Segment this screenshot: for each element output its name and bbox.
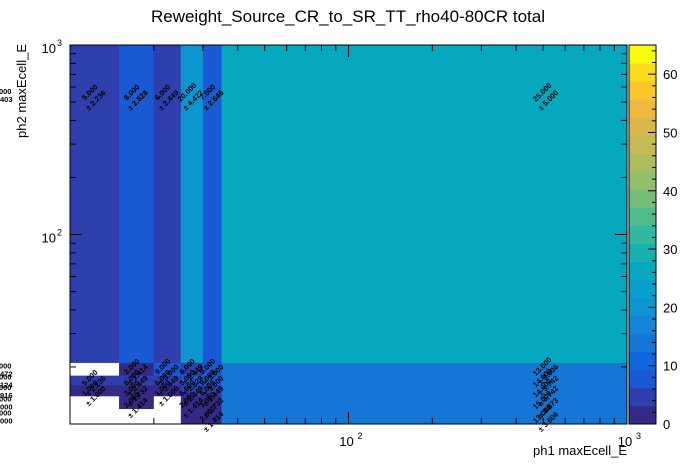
x-tick-label: 10 xyxy=(339,434,353,449)
y-axis-label: ph2 maxEcell_E xyxy=(14,44,29,138)
heatmap-cell xyxy=(221,408,628,425)
heatmap-cell xyxy=(119,375,155,386)
colorbar-segment xyxy=(629,171,656,190)
colorbar-frame xyxy=(628,44,657,425)
heatmap-cell xyxy=(180,45,204,364)
heatmap-cell xyxy=(119,385,155,397)
colorbar-tick-label: 60 xyxy=(663,67,677,82)
cell-value-label: 41.000 xyxy=(0,87,11,96)
colorbar-segment xyxy=(629,333,656,353)
heatmap-cell xyxy=(153,385,182,397)
y-tick-exponent: 3 xyxy=(57,38,62,48)
colorbar-segment xyxy=(629,207,656,226)
cell-value-label: 20.000 xyxy=(0,361,11,370)
colorbar-tick-label: 20 xyxy=(663,300,677,315)
colorbar-segment xyxy=(629,45,656,64)
colorbar-segment xyxy=(629,189,656,208)
colorbar-segment xyxy=(629,117,656,136)
heatmap-cell xyxy=(221,362,628,377)
colorbar-segment xyxy=(629,297,656,317)
heatmap-cell xyxy=(70,375,120,386)
colorbar-tick-label: 30 xyxy=(663,242,677,257)
heatmap-cell xyxy=(202,408,223,425)
heatmap-cells xyxy=(70,45,628,425)
colorbar-segment xyxy=(629,387,656,407)
cell-error-label: ± 5.000 xyxy=(0,416,12,425)
colorbar-segment xyxy=(629,369,656,389)
chart-title: Reweight_Source_CR_to_SR_TT_rho40-80CR t… xyxy=(151,7,545,26)
heatmap-cell xyxy=(180,408,204,425)
cell-error-label: ± 4.472 xyxy=(0,369,12,378)
colorbar-segment xyxy=(629,351,656,371)
y-tick-label: 10 xyxy=(42,41,56,56)
heatmap-cell xyxy=(119,408,155,425)
x-tick-exponent: 3 xyxy=(636,431,641,441)
x-tick-exponent: 2 xyxy=(358,431,363,441)
heatmap-cell xyxy=(221,375,628,386)
colorbar-segment xyxy=(629,405,656,425)
heatmap-cell xyxy=(202,396,223,410)
colorbar-segment xyxy=(629,225,656,245)
colorbar-tick-label: 40 xyxy=(663,184,677,199)
heatmap-cell xyxy=(119,362,155,377)
heatmap-cell xyxy=(70,362,120,377)
axes: 10 2 10 310 210 3 xyxy=(42,38,641,449)
cell-error-label: ± 5.916 xyxy=(0,391,12,400)
colorbar-segment xyxy=(629,261,656,281)
y-tick-label: 10 xyxy=(42,231,56,246)
cell-value-label: 25.000 xyxy=(0,395,11,404)
heatmap-cell xyxy=(70,45,120,364)
colorbar-segment xyxy=(629,315,656,335)
colorbar-segment xyxy=(629,279,656,299)
heatmap-cell xyxy=(221,385,628,397)
heatmap-cell xyxy=(202,362,223,377)
heatmap-cell xyxy=(70,408,120,425)
colorbar-segment xyxy=(629,153,656,172)
heatmap-cell xyxy=(70,385,120,397)
heatmap-cell xyxy=(180,385,204,397)
heatmap-cell xyxy=(180,375,204,386)
cell-value-label: 25.000 xyxy=(0,408,11,417)
heatmap-cell xyxy=(221,396,628,410)
colorbar-tick-label: 0 xyxy=(663,417,670,432)
cell-value-label: 66.000 xyxy=(0,372,11,381)
heatmap-cell xyxy=(153,362,182,377)
heatmap-cell xyxy=(119,45,155,364)
heatmap-cell xyxy=(70,396,120,410)
cell-error-label: ± 5.000 xyxy=(0,403,12,412)
colorbar-segment xyxy=(629,99,656,118)
heatmap-cell xyxy=(202,385,223,397)
heatmap-cell xyxy=(153,408,182,425)
cell-value-label: 35.000 xyxy=(0,383,11,392)
heatmap-cell xyxy=(202,45,223,364)
heatmap-cell xyxy=(119,396,155,410)
heatmap-cell xyxy=(180,396,204,410)
colorbar-segment xyxy=(629,63,656,82)
x-axis-label: ph1 maxEcell_E xyxy=(533,443,627,458)
heatmap-cell xyxy=(221,45,628,364)
heatmap-cell xyxy=(153,45,182,364)
colorbar-segment xyxy=(629,135,656,154)
y-tick-exponent: 2 xyxy=(57,228,62,238)
heatmap-cell-labels: 5.000± 2.236 8.000± 2.828 6.000± 2.44920.0… xyxy=(0,81,560,434)
colorbar-segment xyxy=(629,243,656,263)
cell-error-label: ± 8.124 xyxy=(0,380,13,389)
heatmap-cell xyxy=(180,362,204,377)
colorbar-segment xyxy=(629,81,656,100)
colorbar: 0 10 20 30 40 50 60 xyxy=(628,44,677,432)
colorbar-tick-label: 50 xyxy=(663,125,677,140)
heatmap-cell xyxy=(153,396,182,410)
heatmap-cell xyxy=(153,375,182,386)
cell-error-label: ± 6.403 xyxy=(0,95,12,104)
colorbar-tick-label: 10 xyxy=(663,359,677,374)
heatmap-cell xyxy=(202,375,223,386)
x-tick-label: 10 xyxy=(618,434,632,449)
